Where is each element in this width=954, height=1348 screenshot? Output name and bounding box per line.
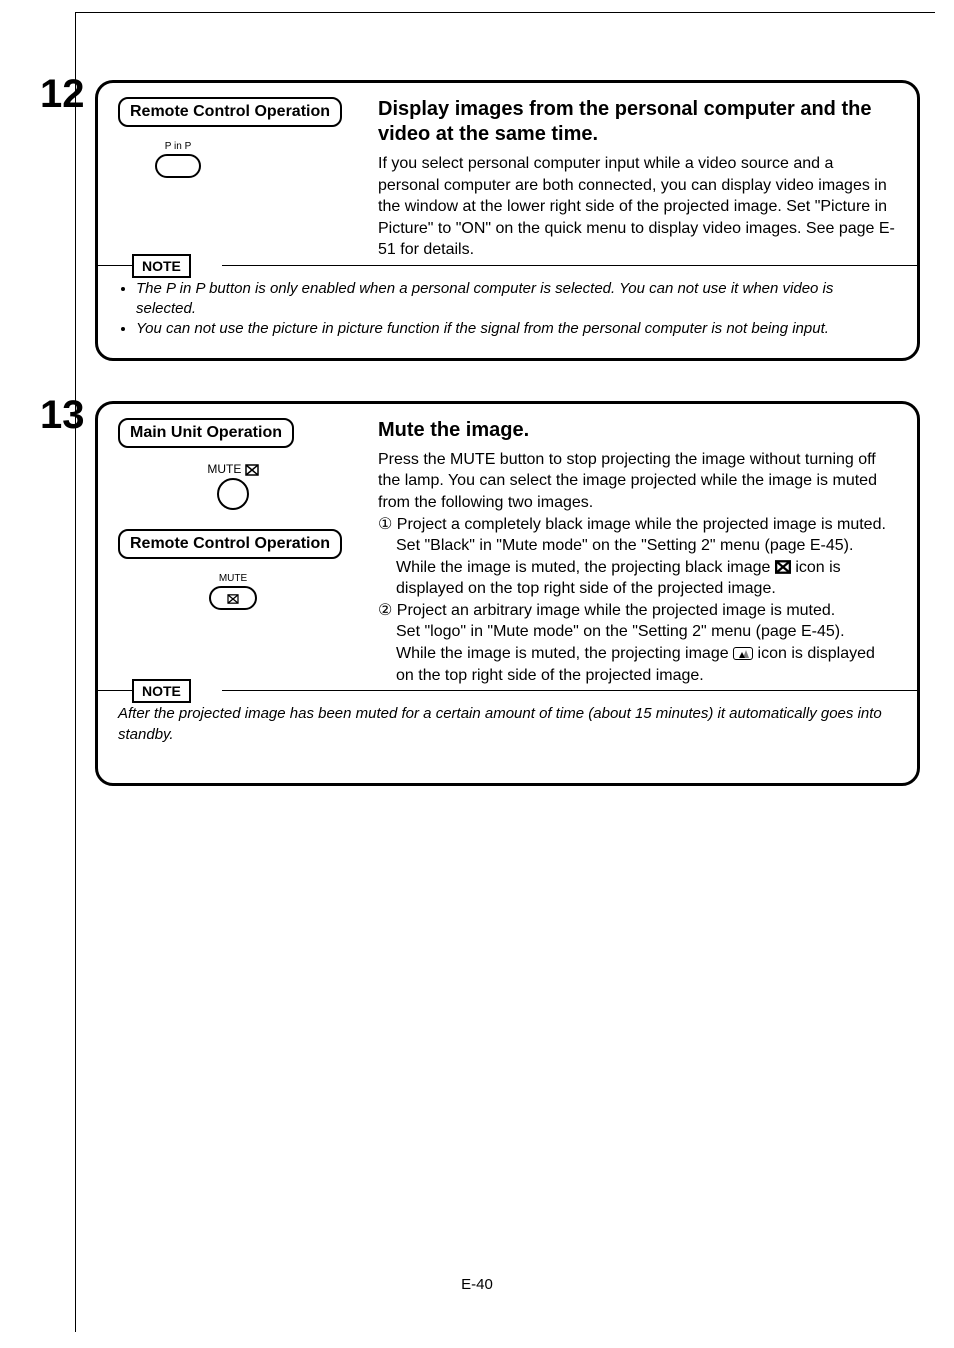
main-unit-operation-label: Main Unit Operation xyxy=(118,418,294,448)
logo-icon xyxy=(733,647,753,660)
p-in-p-label: P in P xyxy=(148,141,208,152)
mute-main-label-text: MUTE xyxy=(207,462,241,476)
step-12-note: The P in P button is only enabled when a… xyxy=(118,279,897,340)
step-12: 12 Remote Control Operation P in P Displ… xyxy=(40,80,920,361)
page-content: 12 Remote Control Operation P in P Displ… xyxy=(40,80,920,826)
mute-remote-button-icon xyxy=(209,586,257,610)
mute-icon xyxy=(245,464,259,476)
step-12-text: Display images from the personal compute… xyxy=(378,97,897,261)
mute-black-icon xyxy=(775,560,791,574)
mute-remote-icon xyxy=(227,594,239,604)
step-12-op-col: Remote Control Operation P in P xyxy=(118,97,348,197)
step-13-number: 13 xyxy=(40,393,85,438)
circled-2: ② xyxy=(378,602,392,619)
page-number: E-40 xyxy=(0,1276,954,1293)
mute-remote-label: MUTE xyxy=(118,573,348,584)
remote-control-operation-label: Remote Control Operation xyxy=(118,97,342,127)
step-13-item-1: ① Project a completely black image while… xyxy=(378,514,897,600)
step-12-note-divider: NOTE xyxy=(118,265,897,279)
step-12-body-text: If you select personal computer input wh… xyxy=(378,153,897,261)
step-13-intro: Press the MUTE button to stop projecting… xyxy=(378,449,897,514)
step-12-note-item-1: The P in P button is only enabled when a… xyxy=(136,279,897,320)
step-13-item-1b: Set "Black" in "Mute mode" on the "Setti… xyxy=(396,535,897,600)
mute-main-button-wrap: MUTE xyxy=(118,462,348,515)
step-13-item-2: ② Project an arbitrary image while the p… xyxy=(378,600,897,686)
circled-1: ① xyxy=(378,516,392,533)
mute-main-label: MUTE xyxy=(118,462,348,476)
step-12-number: 12 xyxy=(40,72,85,117)
step-13-text: Mute the image. Press the MUTE button to… xyxy=(378,418,897,687)
step-13-item-1a: Project a completely black image while t… xyxy=(397,516,886,533)
step-13-item-2c: While the image is muted, the projecting… xyxy=(396,643,897,686)
mute-main-button-icon xyxy=(217,478,249,510)
step-13-item-2c-text1: While the image is muted, the projecting… xyxy=(396,645,733,662)
step-12-note-label: NOTE xyxy=(132,254,191,278)
step-13-heading: Mute the image. xyxy=(378,418,897,443)
step-13-note: After the projected image has been muted… xyxy=(118,704,897,745)
step-12-body: Remote Control Operation P in P Display … xyxy=(95,80,920,361)
remote-control-operation-label-13: Remote Control Operation xyxy=(118,529,342,559)
step-12-note-item-2: You can not use the picture in picture f… xyxy=(136,319,897,339)
step-13: 13 Main Unit Operation MUTE xyxy=(40,401,920,786)
step-13-note-label: NOTE xyxy=(132,679,191,703)
p-in-p-button-wrap: P in P xyxy=(148,141,208,183)
step-13-item-2a: Project an arbitrary image while the pro… xyxy=(397,602,835,619)
step-13-op-col: Main Unit Operation MUTE Remote C xyxy=(118,418,348,624)
p-in-p-button-icon xyxy=(155,154,201,178)
step-12-heading: Display images from the personal compute… xyxy=(378,97,897,147)
step-13-body: Main Unit Operation MUTE Remote C xyxy=(95,401,920,786)
mute-remote-button-wrap: MUTE xyxy=(118,573,348,610)
step-13-note-divider: NOTE xyxy=(118,690,897,704)
step-13-item-2b: Set "logo" in "Mute mode" on the "Settin… xyxy=(396,621,897,643)
